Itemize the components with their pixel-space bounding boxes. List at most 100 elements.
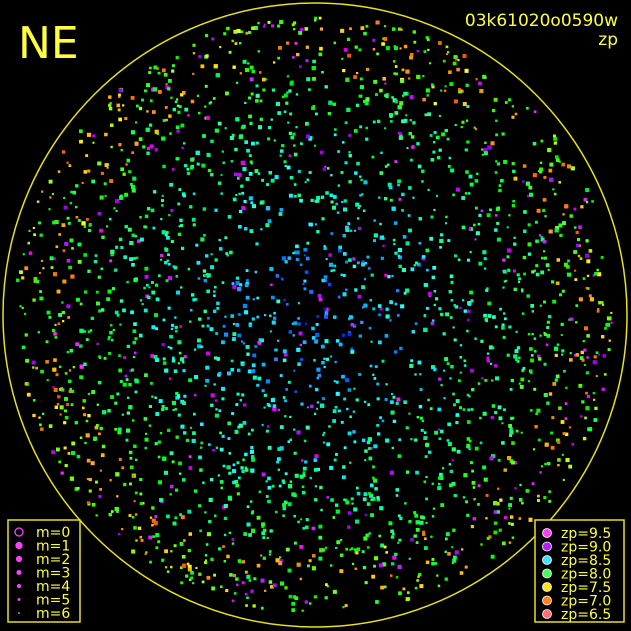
star (542, 239, 547, 244)
star (236, 392, 240, 396)
star (449, 377, 452, 380)
star (389, 300, 393, 305)
star (48, 315, 52, 319)
star (313, 144, 316, 147)
star (276, 460, 279, 464)
star (430, 215, 434, 219)
star (270, 283, 273, 286)
star (154, 129, 159, 134)
star (322, 167, 326, 171)
star (527, 380, 530, 383)
star (546, 320, 550, 324)
star (314, 454, 319, 459)
star (544, 442, 549, 447)
star (64, 464, 68, 468)
star (292, 56, 295, 59)
star (381, 419, 385, 423)
star (264, 78, 267, 81)
star (304, 460, 308, 464)
star (79, 302, 83, 306)
star (48, 179, 53, 184)
star (405, 114, 408, 117)
star (233, 29, 238, 34)
star (393, 243, 396, 246)
star (448, 483, 453, 488)
star (116, 103, 121, 108)
star (56, 447, 60, 452)
star (284, 164, 287, 168)
star (287, 256, 291, 260)
star (461, 225, 466, 230)
star (438, 148, 442, 152)
star (154, 148, 158, 152)
star (266, 536, 269, 539)
star (540, 237, 545, 242)
star (123, 482, 127, 487)
star (438, 437, 442, 440)
star (158, 399, 163, 403)
star (21, 306, 24, 309)
star (482, 148, 487, 153)
star (177, 340, 182, 345)
star (235, 281, 240, 285)
star (348, 154, 352, 158)
star (110, 123, 114, 127)
star (281, 95, 285, 99)
star (311, 336, 316, 340)
star (120, 148, 123, 152)
star (324, 546, 327, 549)
star (287, 568, 292, 573)
star (315, 387, 319, 392)
star (289, 480, 292, 483)
star (543, 362, 547, 366)
star (275, 274, 280, 278)
star (155, 546, 159, 550)
star (529, 192, 533, 197)
star (252, 375, 257, 380)
star (149, 144, 154, 149)
star (455, 187, 460, 192)
star (517, 280, 521, 283)
star (231, 133, 235, 137)
star (314, 339, 318, 344)
star (523, 210, 527, 214)
star (401, 68, 405, 72)
star (466, 119, 469, 122)
star (366, 255, 370, 259)
star (424, 113, 428, 117)
star (433, 141, 436, 144)
star (548, 168, 553, 173)
star (157, 540, 161, 544)
star (160, 254, 164, 257)
star (145, 551, 148, 554)
star (308, 88, 311, 91)
star (361, 285, 365, 290)
star (413, 535, 416, 538)
star (90, 461, 95, 466)
star (312, 77, 316, 81)
star (106, 166, 109, 169)
star (293, 321, 298, 325)
star (343, 446, 347, 450)
star (583, 348, 587, 352)
star (286, 41, 290, 45)
star (467, 258, 471, 262)
star (232, 65, 236, 69)
star (108, 217, 112, 221)
star (468, 395, 471, 398)
star (161, 558, 165, 562)
star (180, 515, 185, 520)
star (261, 522, 265, 527)
star (273, 139, 276, 142)
star (596, 309, 600, 313)
star (298, 331, 303, 336)
star (161, 230, 166, 235)
star (400, 79, 405, 84)
star (556, 438, 560, 443)
star (336, 540, 341, 545)
star (353, 440, 357, 444)
star (515, 358, 518, 361)
star (293, 183, 297, 186)
star (284, 472, 288, 476)
star (38, 272, 41, 274)
